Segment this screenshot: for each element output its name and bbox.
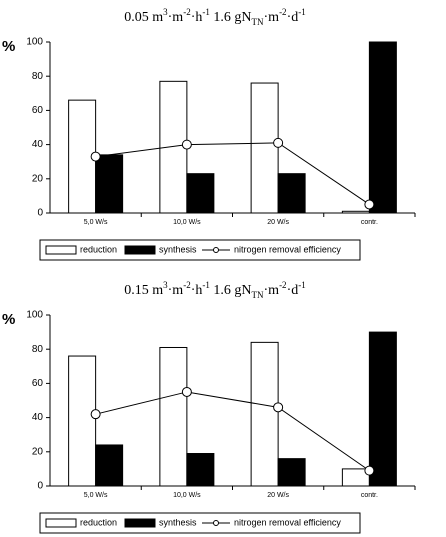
bar — [250, 341, 279, 487]
bar — [95, 444, 124, 487]
y-tick-label: 80 — [32, 71, 44, 82]
title-part: ·m — [264, 10, 280, 25]
legend-box — [39, 512, 361, 534]
x-tick-label: 10,0 W/s — [173, 219, 201, 226]
line-marker — [90, 151, 101, 162]
title-part: -1 — [202, 280, 210, 290]
legend-label: nitrogen removal efficiency — [234, 517, 341, 527]
bar — [186, 173, 215, 214]
title-part: 3 — [163, 7, 168, 17]
y-tick-label: 40 — [32, 412, 44, 423]
chart-title: 0.15 m3·m-2·h-1 1.6 gNTN·m-2·d-1 — [124, 280, 305, 300]
line-marker — [273, 402, 284, 413]
line-marker — [181, 139, 192, 150]
bar — [368, 41, 397, 214]
title-part: -2 — [183, 280, 191, 290]
bar — [277, 173, 306, 214]
bar — [159, 346, 188, 487]
title-part: -1 — [298, 7, 306, 17]
title-part: TN — [252, 290, 264, 300]
title-part: TN — [252, 17, 264, 27]
bar — [95, 154, 124, 214]
chart-title: 0.05 m3·m-2·h-1 1.6 gNTN·m-2·d-1 — [124, 7, 305, 27]
bar — [186, 453, 215, 487]
y-tick-label: 20 — [32, 173, 44, 184]
title-part: -2 — [183, 7, 191, 17]
y-axis-label: % — [2, 38, 15, 55]
y-tick-label: 100 — [26, 37, 43, 48]
y-tick-label: 40 — [32, 139, 44, 150]
legend-label: synthesis — [159, 517, 197, 527]
y-tick-label: 60 — [32, 378, 44, 389]
x-tick-label: contr. — [361, 492, 378, 499]
x-tick-label: 10,0 W/s — [173, 492, 201, 499]
line-marker — [181, 386, 192, 397]
x-tick-label: 5,0 W/s — [84, 219, 108, 226]
title-part: 0.15 m — [124, 283, 163, 298]
bar — [250, 82, 279, 214]
y-tick-label: 60 — [32, 105, 44, 116]
line-marker — [364, 465, 375, 476]
line-marker — [90, 409, 101, 420]
title-part: ·m — [264, 283, 280, 298]
x-tick-label: contr. — [361, 219, 378, 226]
legend-marker — [213, 520, 219, 526]
y-axis-label: % — [2, 311, 15, 328]
line-marker — [273, 137, 284, 148]
y-tick-label: 100 — [26, 310, 43, 321]
legend-label: nitrogen removal efficiency — [234, 244, 341, 254]
legend-label: reduction — [80, 517, 117, 527]
title-part: -2 — [279, 7, 287, 17]
x-tick-label: 20 W/s — [267, 492, 289, 499]
legend-swatch — [124, 518, 156, 528]
title-part: -1 — [202, 7, 210, 17]
title-part: ·d — [287, 10, 299, 25]
legend-box — [39, 239, 361, 261]
title-part: -1 — [298, 280, 306, 290]
legend-label: reduction — [80, 244, 117, 254]
title-part: -2 — [279, 280, 287, 290]
y-tick-label: 0 — [37, 481, 43, 492]
y-tick-label: 0 — [37, 208, 43, 219]
legend-marker — [213, 247, 219, 253]
y-tick-label: 20 — [32, 446, 44, 457]
title-part: ·d — [287, 283, 299, 298]
legend-label: synthesis — [159, 244, 197, 254]
bar — [68, 355, 97, 487]
legend-swatch — [45, 518, 77, 528]
y-tick-label: 80 — [32, 344, 44, 355]
x-tick-label: 5,0 W/s — [84, 492, 108, 499]
title-part: ·m — [168, 283, 184, 298]
title-part: ·h — [191, 283, 203, 298]
title-part: 0.05 m — [124, 10, 163, 25]
title-part: 1.6 gN — [210, 283, 252, 298]
line — [95, 142, 370, 205]
title-part: 3 — [163, 280, 168, 290]
bar — [368, 331, 397, 487]
bar — [341, 210, 370, 214]
title-part: 1.6 gN — [210, 10, 252, 25]
legend-swatch — [124, 245, 156, 255]
line — [95, 391, 370, 472]
x-tick-label: 20 W/s — [267, 219, 289, 226]
legend-swatch — [45, 245, 77, 255]
line-marker — [364, 199, 375, 210]
bar — [277, 458, 306, 487]
title-part: ·h — [191, 10, 203, 25]
title-part: ·m — [168, 10, 184, 25]
